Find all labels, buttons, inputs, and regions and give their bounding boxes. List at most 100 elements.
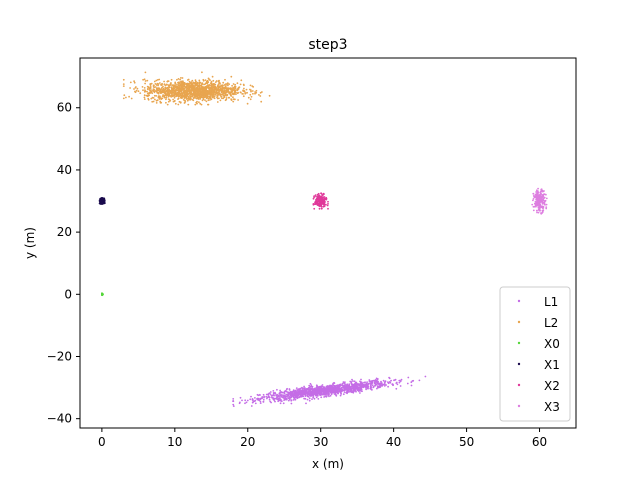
data-point xyxy=(343,389,346,392)
data-point xyxy=(254,91,256,93)
data-point xyxy=(344,387,347,390)
data-point xyxy=(361,390,363,393)
data-point xyxy=(129,87,132,89)
data-point xyxy=(266,397,268,400)
data-point xyxy=(312,393,314,396)
data-point xyxy=(196,102,198,105)
data-point xyxy=(189,96,192,98)
data-point xyxy=(259,398,262,401)
data-point xyxy=(183,87,186,90)
data-point xyxy=(534,195,536,198)
data-point xyxy=(234,89,237,92)
data-point xyxy=(225,98,228,101)
data-point xyxy=(536,209,538,212)
data-point xyxy=(190,85,193,88)
data-point xyxy=(232,96,234,99)
data-point xyxy=(144,71,147,74)
data-point xyxy=(385,384,387,386)
data-point xyxy=(232,100,235,103)
data-point xyxy=(323,198,326,200)
data-point xyxy=(317,198,319,201)
data-point xyxy=(194,103,197,106)
data-point xyxy=(207,103,209,106)
data-point xyxy=(214,81,217,83)
data-point xyxy=(254,402,257,405)
data-point xyxy=(326,204,329,207)
data-point xyxy=(212,83,215,86)
data-point xyxy=(205,97,208,99)
data-point xyxy=(290,390,292,393)
data-point xyxy=(535,193,538,196)
data-point xyxy=(212,94,215,96)
data-point xyxy=(172,98,175,101)
data-point xyxy=(156,89,159,92)
data-point xyxy=(209,84,212,87)
legend-item-l1: L1 xyxy=(517,295,558,309)
data-point xyxy=(543,196,546,199)
data-point xyxy=(189,97,192,100)
data-point xyxy=(196,93,198,95)
data-point xyxy=(306,392,309,395)
data-point xyxy=(304,394,307,396)
data-point xyxy=(213,85,216,88)
data-point xyxy=(200,103,203,106)
data-point xyxy=(347,384,350,387)
data-point xyxy=(180,87,183,90)
data-point xyxy=(309,382,312,385)
x-tick-label: 10 xyxy=(167,435,182,449)
data-point xyxy=(545,206,548,209)
data-point xyxy=(288,389,291,391)
data-point xyxy=(390,379,392,382)
data-point xyxy=(191,87,193,90)
data-point xyxy=(210,80,213,83)
data-point xyxy=(209,92,212,95)
data-point xyxy=(250,95,253,98)
data-point xyxy=(238,86,241,88)
data-point xyxy=(267,393,270,396)
data-point xyxy=(122,97,125,100)
data-point xyxy=(226,82,229,84)
data-point xyxy=(338,383,341,386)
legend-item-x3: X3 xyxy=(517,400,560,414)
data-point xyxy=(190,82,193,85)
data-point xyxy=(333,386,336,389)
data-point xyxy=(192,99,195,102)
data-point xyxy=(376,382,379,385)
data-point xyxy=(166,87,169,89)
data-point xyxy=(209,99,211,101)
data-point xyxy=(137,90,140,93)
data-point xyxy=(151,92,154,95)
data-point xyxy=(206,86,209,89)
data-point xyxy=(148,92,150,94)
data-point xyxy=(198,84,201,87)
data-point xyxy=(279,391,282,394)
data-point xyxy=(143,94,146,97)
data-point xyxy=(217,84,219,87)
data-point xyxy=(268,392,271,394)
data-point xyxy=(101,201,103,203)
data-point xyxy=(353,388,356,390)
data-point xyxy=(296,394,299,397)
data-point xyxy=(166,88,169,91)
data-point xyxy=(275,397,277,400)
data-point xyxy=(315,396,318,399)
data-point xyxy=(320,385,323,387)
data-point xyxy=(341,389,344,392)
data-point xyxy=(176,94,179,97)
data-point xyxy=(217,83,220,85)
data-point xyxy=(371,381,374,383)
data-point xyxy=(165,96,168,99)
data-point xyxy=(194,82,197,85)
data-point xyxy=(256,398,259,401)
data-point xyxy=(259,91,262,94)
data-point xyxy=(314,201,317,204)
legend-label: L2 xyxy=(544,316,558,330)
legend-item-x0: X0 xyxy=(517,337,560,351)
data-point xyxy=(199,102,202,105)
data-point xyxy=(211,89,214,92)
data-point xyxy=(205,95,207,97)
data-point xyxy=(535,197,538,199)
data-point xyxy=(320,205,323,208)
data-point xyxy=(399,379,401,382)
data-point xyxy=(336,390,339,392)
